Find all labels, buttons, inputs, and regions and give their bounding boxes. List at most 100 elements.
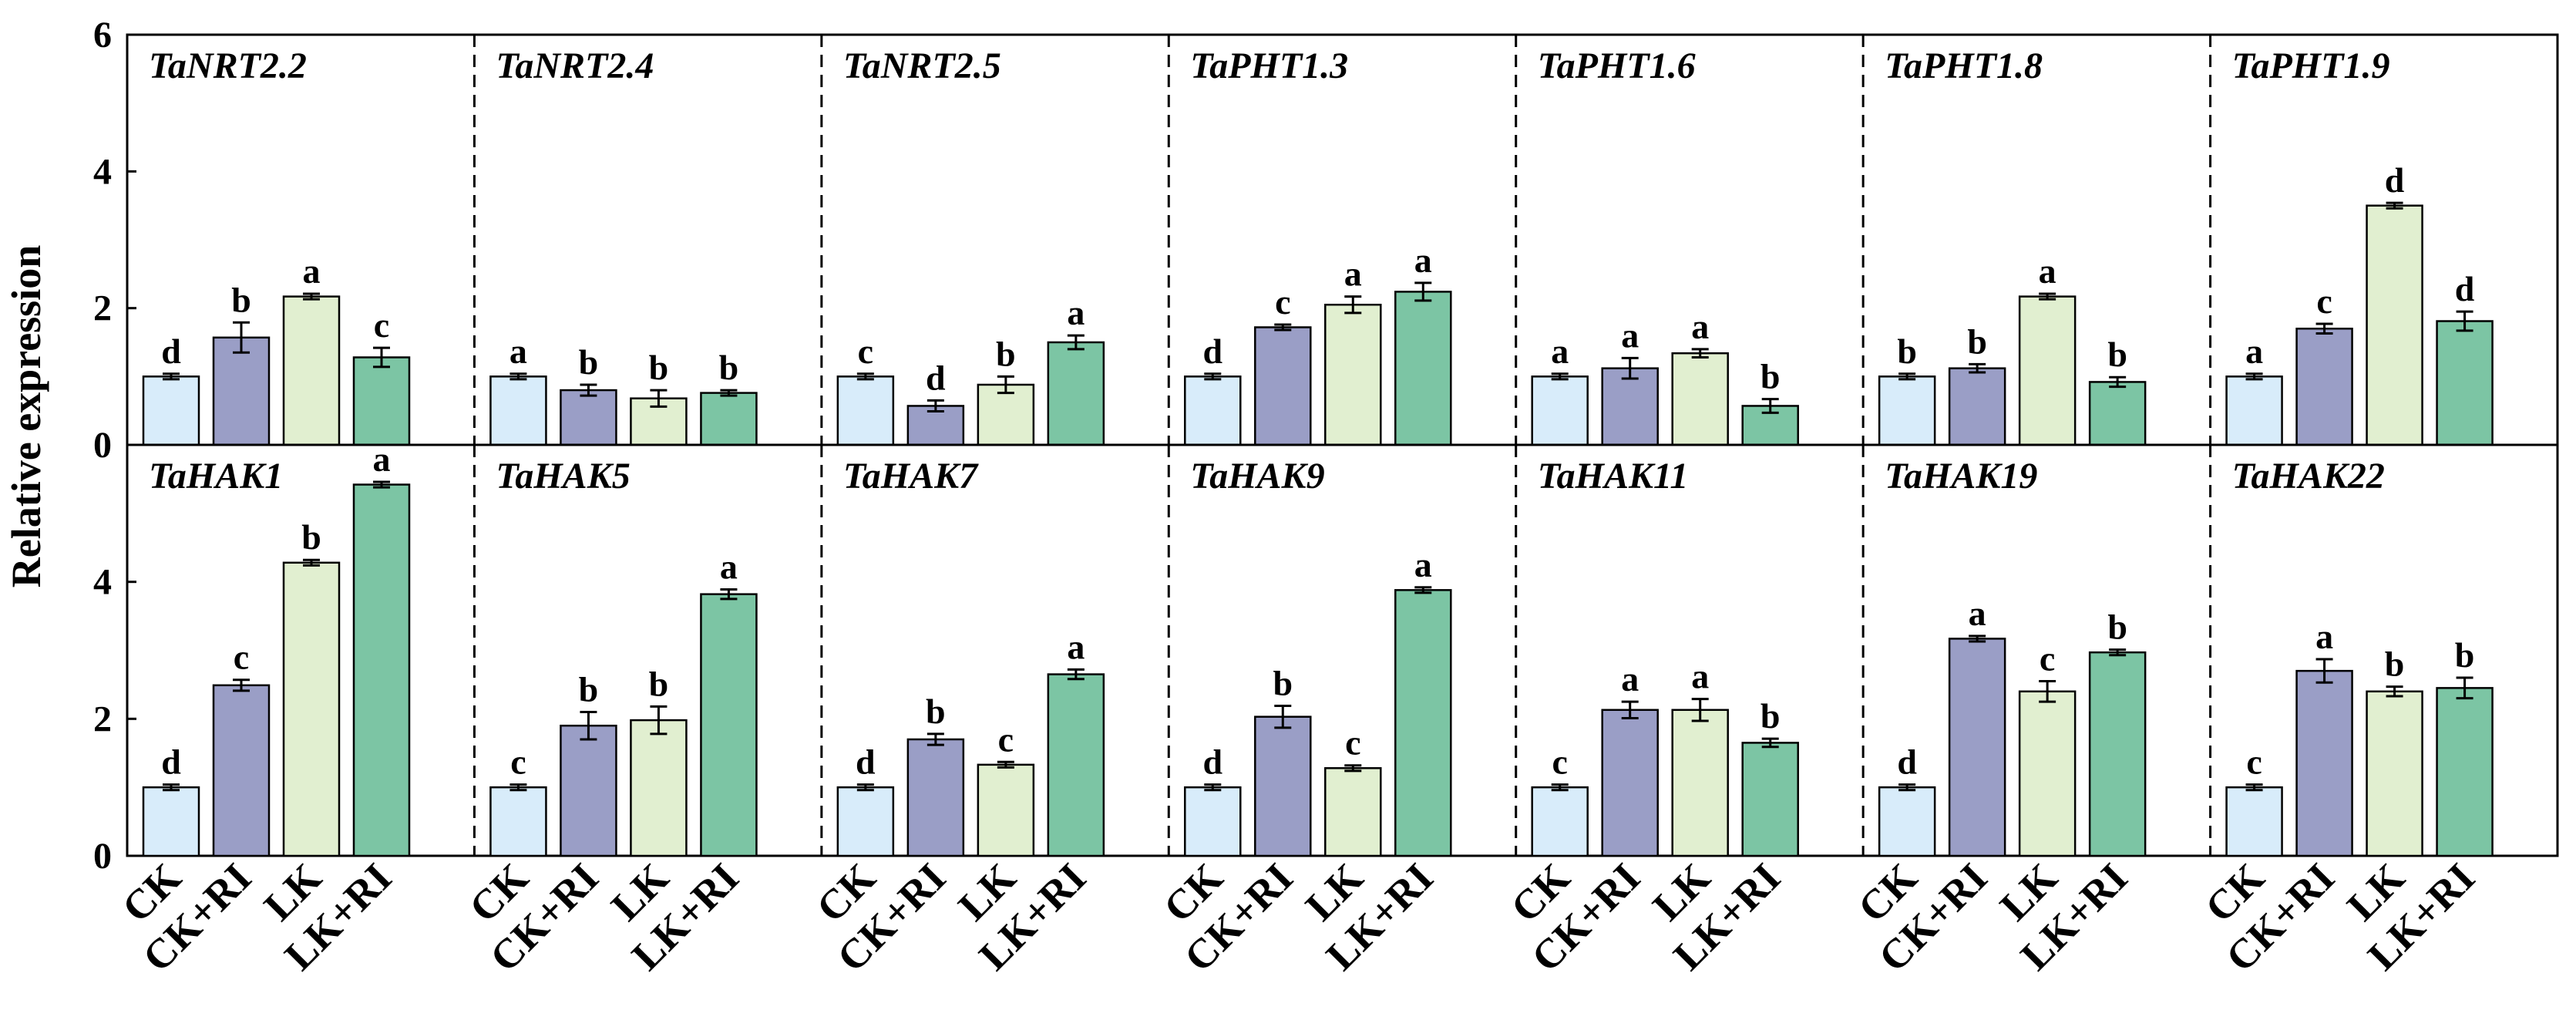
bar bbox=[1741, 742, 1799, 857]
significance-letter: b bbox=[719, 348, 739, 387]
bar bbox=[1601, 709, 1659, 857]
gene-title: TaNRT2.5 bbox=[843, 45, 1001, 86]
y-tick-label: 6 bbox=[93, 15, 112, 56]
significance-letter: a bbox=[1414, 241, 1432, 280]
bar bbox=[630, 719, 688, 857]
bar bbox=[1531, 786, 1589, 857]
bar bbox=[1878, 375, 1936, 446]
bar bbox=[282, 561, 341, 857]
bar bbox=[489, 786, 547, 857]
significance-letter: a bbox=[1344, 254, 1362, 294]
significance-letter: a bbox=[1621, 659, 1639, 699]
bar bbox=[1531, 375, 1589, 446]
gene-title: TaPHT1.6 bbox=[1538, 45, 1696, 86]
significance-letter: d bbox=[1897, 742, 1917, 782]
bar bbox=[1394, 589, 1452, 857]
significance-letter: c bbox=[374, 305, 389, 345]
significance-letter: b bbox=[1273, 663, 1293, 702]
gene-title: TaPHT1.8 bbox=[1885, 45, 2043, 86]
significance-letter: a bbox=[1551, 332, 1569, 371]
bar bbox=[1184, 375, 1242, 446]
bar bbox=[1394, 291, 1452, 446]
bar bbox=[2018, 690, 2077, 857]
significance-letter: a bbox=[720, 547, 738, 586]
significance-letter: b bbox=[996, 334, 1016, 373]
significance-letter: a bbox=[1067, 293, 1085, 332]
significance-letter: d bbox=[1202, 742, 1222, 782]
significance-letter: d bbox=[926, 358, 946, 397]
gene-title: TaHAK19 bbox=[1885, 456, 2037, 497]
significance-letter: b bbox=[579, 669, 599, 709]
significance-letter: b bbox=[231, 280, 251, 319]
bar bbox=[700, 392, 758, 446]
significance-letter: a bbox=[1414, 545, 1432, 584]
significance-letter: b bbox=[579, 342, 599, 382]
bar bbox=[2436, 320, 2494, 446]
bar bbox=[1047, 341, 1105, 446]
bar bbox=[1184, 786, 1242, 857]
gene-title: TaHAK5 bbox=[496, 456, 630, 497]
y-tick-label: 2 bbox=[93, 699, 112, 739]
significance-letter: c bbox=[1275, 282, 1290, 322]
significance-letter: c bbox=[2316, 281, 2332, 321]
significance-letter: a bbox=[373, 439, 391, 479]
bar bbox=[1324, 767, 1382, 857]
significance-letter: a bbox=[1691, 657, 1709, 696]
gene-title: TaHAK22 bbox=[2232, 456, 2385, 497]
bar bbox=[2225, 786, 2283, 857]
bar bbox=[142, 786, 200, 857]
significance-letter: c bbox=[510, 742, 526, 782]
bar bbox=[560, 389, 617, 446]
bar bbox=[1948, 367, 2006, 446]
bar bbox=[142, 375, 200, 446]
y-tick-label: 4 bbox=[93, 562, 112, 603]
y-tick-label: 0 bbox=[93, 425, 112, 466]
significance-letter: a bbox=[1067, 627, 1085, 666]
significance-letter: d bbox=[856, 742, 876, 782]
gene-title: TaPHT1.3 bbox=[1190, 45, 1348, 86]
bar bbox=[977, 763, 1035, 857]
gene-title: TaHAK11 bbox=[1538, 456, 1689, 497]
gene-title: TaNRT2.4 bbox=[496, 45, 654, 86]
bar bbox=[2088, 651, 2147, 857]
bar bbox=[2366, 690, 2423, 857]
y-tick-label: 4 bbox=[93, 151, 112, 192]
significance-letter: b bbox=[926, 692, 946, 731]
significance-letter: b bbox=[1760, 696, 1781, 736]
bar bbox=[1324, 303, 1382, 446]
significance-letter: b bbox=[649, 664, 669, 703]
significance-letter: d bbox=[161, 332, 181, 371]
significance-letter: c bbox=[1552, 742, 1568, 782]
bar bbox=[836, 786, 895, 857]
bar bbox=[1601, 367, 1659, 446]
gene-title: TaNRT2.2 bbox=[149, 45, 307, 86]
significance-letter: a bbox=[1969, 594, 1986, 633]
bar bbox=[212, 684, 271, 857]
bar bbox=[1254, 326, 1312, 446]
significance-letter: d bbox=[1202, 332, 1222, 371]
significance-letter: c bbox=[2246, 742, 2262, 782]
significance-letter: c bbox=[1345, 723, 1360, 763]
significance-letter: d bbox=[2385, 160, 2405, 200]
bar bbox=[2018, 295, 2077, 446]
bar bbox=[282, 295, 341, 446]
significance-letter: b bbox=[1897, 332, 1917, 371]
y-axis-label: Relative expression bbox=[3, 245, 49, 587]
bar bbox=[2366, 204, 2423, 446]
significance-letter: d bbox=[2455, 269, 2475, 308]
bar bbox=[700, 593, 758, 857]
bar bbox=[352, 356, 411, 446]
bar bbox=[977, 383, 1035, 446]
significance-letter: a bbox=[2315, 617, 2333, 656]
significance-letter: a bbox=[2039, 251, 2056, 291]
bar bbox=[352, 483, 411, 857]
bar bbox=[1671, 709, 1729, 857]
significance-letter: a bbox=[303, 251, 321, 291]
significance-letter: b bbox=[2107, 335, 2127, 374]
bar bbox=[2436, 687, 2494, 857]
plot-area: 0 2 4 6 TaNRT2.2 d b a c TaNRT2.4 a b b b TaNRT2.5 c d b a… bbox=[93, 15, 2559, 981]
gene-title: TaHAK7 bbox=[843, 456, 979, 497]
gene-title: TaHAK9 bbox=[1190, 456, 1324, 497]
significance-letter: a bbox=[1621, 315, 1639, 355]
